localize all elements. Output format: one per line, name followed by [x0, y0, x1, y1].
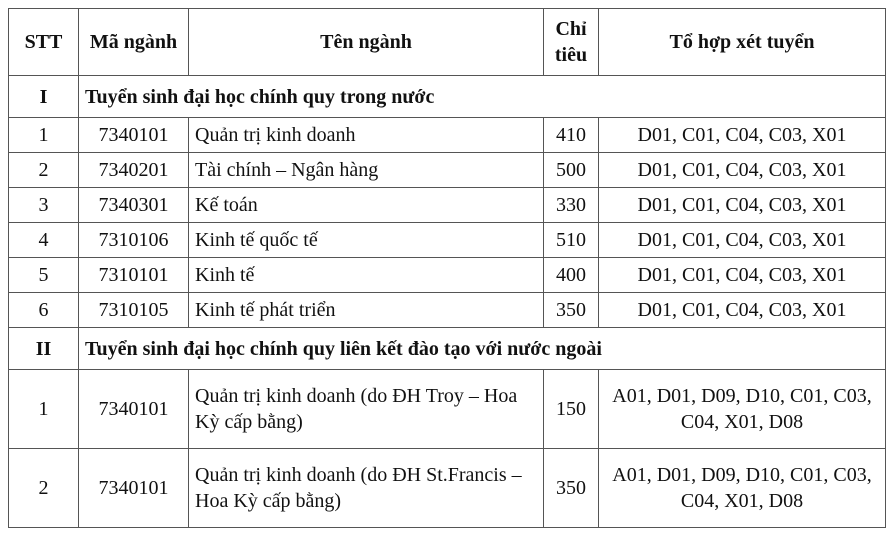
code-cell: 7340301 [78, 187, 189, 223]
table-row: 5 7310101 Kinh tế 400 D01, C01, C04, C03, X0… [8, 257, 886, 293]
stt-cell: 2 [8, 152, 79, 188]
quota-cell: 150 [543, 369, 599, 449]
combos-cell: D01, C01, C04, C03, X01 [598, 117, 886, 153]
code-cell: 7310106 [78, 222, 189, 258]
combos-cell: D01, C01, C04, C03, X01 [598, 187, 886, 223]
stt-cell: 1 [8, 369, 79, 449]
section-number: I [8, 75, 79, 118]
stt-cell: 1 [8, 117, 79, 153]
name-cell: Quản trị kinh doanh [188, 117, 544, 153]
code-cell: 7310101 [78, 257, 189, 293]
code-cell: 7340201 [78, 152, 189, 188]
combos-cell: D01, C01, C04, C03, X01 [598, 257, 886, 293]
name-cell: Kinh tế quốc tế [188, 222, 544, 258]
combos-cell: D01, C01, C04, C03, X01 [598, 222, 886, 258]
name-cell: Tài chính – Ngân hàng [188, 152, 544, 188]
section-title: Tuyển sinh đại học chính quy trong nước [78, 75, 886, 118]
name-cell: Kế toán [188, 187, 544, 223]
quota-cell: 510 [543, 222, 599, 258]
name-cell: Kinh tế phát triển [188, 292, 544, 328]
header-row: STT Mã ngành Tên ngành Chỉ tiêu Tổ hợp x… [8, 8, 886, 76]
code-cell: 7310105 [78, 292, 189, 328]
code-cell: 7340101 [78, 448, 189, 528]
stt-cell: 4 [8, 222, 79, 258]
name-cell: Quản trị kinh doanh (do ĐH Troy – Hoa Kỳ… [188, 369, 544, 449]
code-cell: 7340101 [78, 369, 189, 449]
table-row: 1 7340101 Quản trị kinh doanh 410 D01, C01, … [8, 117, 886, 153]
quota-cell: 410 [543, 117, 599, 153]
table-row: 3 7340301 Kế toán 330 D01, C01, C04, C03, X0… [8, 187, 886, 223]
quota-cell: 330 [543, 187, 599, 223]
header-quota: Chỉ tiêu [543, 8, 599, 76]
combos-cell: D01, C01, C04, C03, X01 [598, 292, 886, 328]
code-cell: 7340101 [78, 117, 189, 153]
section-row: II Tuyển sinh đại học chính quy liên kết … [8, 327, 886, 370]
combos-cell: A01, D01, D09, D10, C01, C03, C04, X01, … [598, 448, 886, 528]
stt-cell: 3 [8, 187, 79, 223]
section-number: II [8, 327, 79, 370]
combos-cell: D01, C01, C04, C03, X01 [598, 152, 886, 188]
section-title: Tuyển sinh đại học chính quy liên kết đà… [78, 327, 886, 370]
table-row: 2 7340101 Quản trị kinh doanh (do ĐH St.Fr… [8, 448, 886, 528]
name-cell: Quản trị kinh doanh (do ĐH St.Francis – … [188, 448, 544, 528]
stt-cell: 6 [8, 292, 79, 328]
name-cell: Kinh tế [188, 257, 544, 293]
quota-cell: 500 [543, 152, 599, 188]
admissions-table: STT Mã ngành Tên ngành Chỉ tiêu Tổ hợp x… [8, 8, 886, 528]
quota-cell: 350 [543, 448, 599, 528]
table-row: 6 7310105 Kinh tế phát triển 350 D01, C01, C… [8, 292, 886, 328]
header-stt: STT [8, 8, 79, 76]
combos-cell: A01, D01, D09, D10, C01, C03, C04, X01, … [598, 369, 886, 449]
header-code: Mã ngành [78, 8, 189, 76]
table-row: 2 7340201 Tài chính – Ngân hàng 500 D01, C01… [8, 152, 886, 188]
table-row: 4 7310106 Kinh tế quốc tế 510 D01, C01, C04,… [8, 222, 886, 258]
quota-cell: 350 [543, 292, 599, 328]
header-name: Tên ngành [188, 8, 544, 76]
table-row: 1 7340101 Quản trị kinh doanh (do ĐH Troy … [8, 369, 886, 449]
header-combos: Tổ hợp xét tuyển [598, 8, 886, 76]
stt-cell: 2 [8, 448, 79, 528]
quota-cell: 400 [543, 257, 599, 293]
stt-cell: 5 [8, 257, 79, 293]
section-row: I Tuyển sinh đại học chính quy trong nước [8, 75, 886, 118]
